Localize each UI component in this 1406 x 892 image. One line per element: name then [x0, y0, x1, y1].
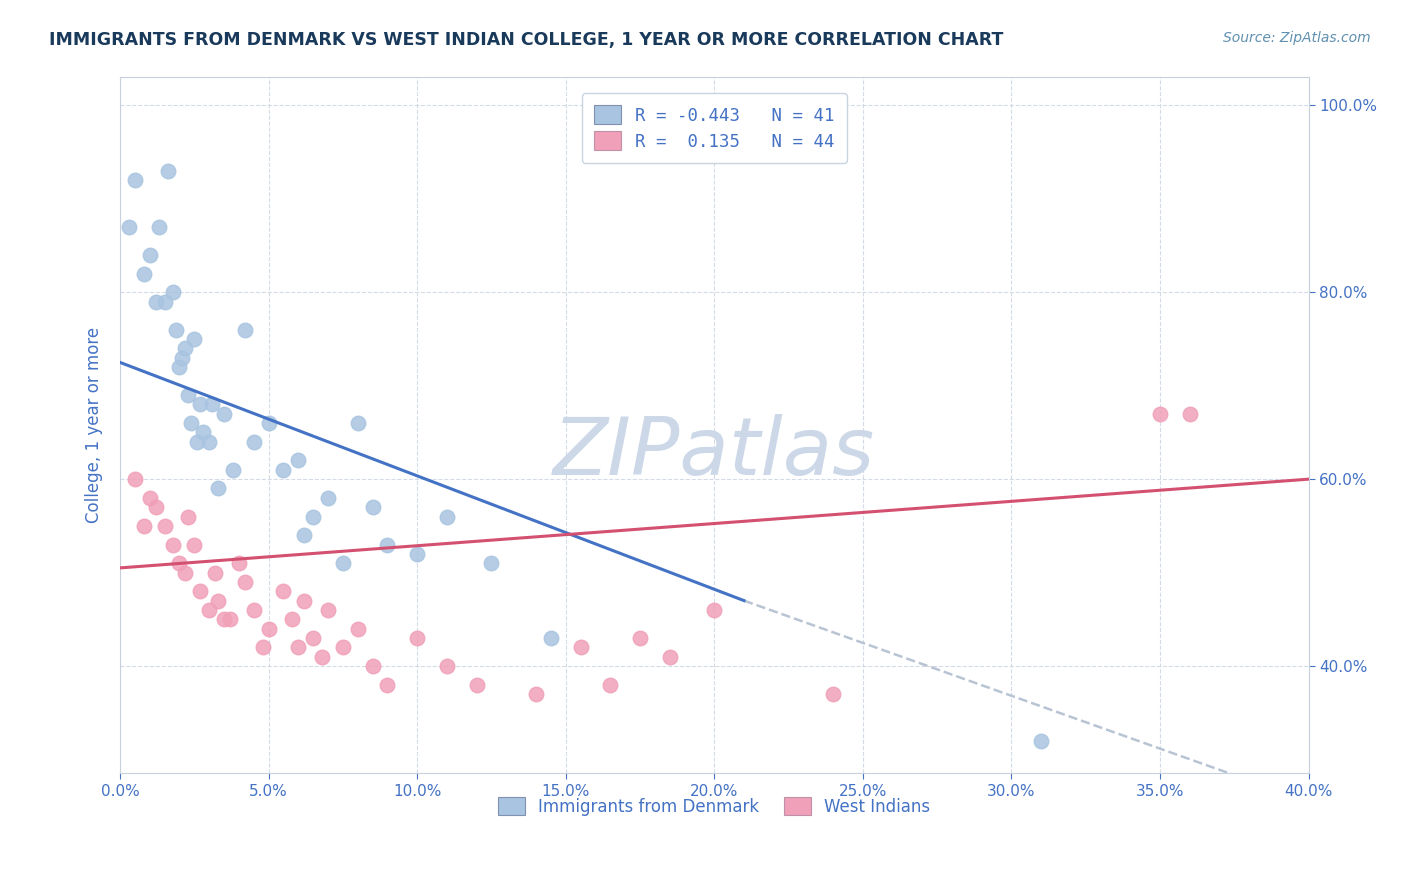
Point [658, 649, 681, 664]
Point [406, 631, 429, 645]
Point [162, 285, 184, 300]
Point [703, 603, 725, 617]
Point [1178, 407, 1201, 421]
Point [311, 649, 333, 664]
Point [201, 397, 224, 411]
Point [361, 659, 384, 673]
Point [183, 332, 205, 346]
Point [377, 678, 399, 692]
Point [228, 556, 250, 570]
Point [292, 528, 315, 542]
Point [332, 556, 354, 570]
Point [524, 687, 547, 701]
Point [599, 678, 621, 692]
Point [465, 678, 488, 692]
Point [302, 631, 325, 645]
Point [145, 500, 167, 515]
Point [302, 509, 325, 524]
Point [207, 593, 229, 607]
Point [148, 219, 170, 234]
Text: IMMIGRANTS FROM DENMARK VS WEST INDIAN COLLEGE, 1 YEAR OR MORE CORRELATION CHART: IMMIGRANTS FROM DENMARK VS WEST INDIAN C… [49, 31, 1004, 49]
Point [436, 509, 458, 524]
Point [174, 342, 197, 356]
Point [540, 631, 562, 645]
Point [124, 472, 146, 486]
Point [156, 164, 179, 178]
Point [188, 397, 211, 411]
Point [169, 359, 191, 374]
Point [222, 463, 245, 477]
Point [138, 248, 160, 262]
Point [361, 500, 384, 515]
Point [180, 416, 202, 430]
Point [628, 631, 651, 645]
Point [212, 407, 235, 421]
Point [177, 388, 200, 402]
Point [377, 537, 399, 551]
Point [287, 453, 309, 467]
Point [118, 219, 141, 234]
Point [823, 687, 845, 701]
Point [287, 640, 309, 655]
Point [273, 463, 295, 477]
Point [252, 640, 274, 655]
Point [316, 491, 339, 505]
Point [165, 323, 187, 337]
Point [479, 556, 502, 570]
Point [346, 416, 368, 430]
Text: Source: ZipAtlas.com: Source: ZipAtlas.com [1223, 31, 1371, 45]
Point [198, 603, 221, 617]
Point [198, 434, 221, 449]
Point [177, 509, 200, 524]
Point [346, 622, 368, 636]
Point [174, 566, 197, 580]
Point [242, 603, 264, 617]
Point [273, 584, 295, 599]
Point [242, 434, 264, 449]
Point [191, 425, 214, 440]
Point [153, 519, 176, 533]
Point [1149, 407, 1171, 421]
Point [138, 491, 160, 505]
Point [145, 294, 167, 309]
Point [162, 537, 184, 551]
Point [207, 482, 229, 496]
Point [436, 659, 458, 673]
Point [332, 640, 354, 655]
Point [569, 640, 592, 655]
Point [233, 574, 256, 589]
Point [172, 351, 194, 365]
Text: ZIPatlas: ZIPatlas [553, 414, 876, 492]
Point [257, 416, 280, 430]
Point [281, 612, 304, 626]
Point [1029, 733, 1052, 747]
Legend: Immigrants from Denmark, West Indians: Immigrants from Denmark, West Indians [489, 789, 939, 824]
Point [406, 547, 429, 561]
Point [188, 584, 211, 599]
Point [292, 593, 315, 607]
Point [233, 323, 256, 337]
Point [186, 434, 208, 449]
Point [183, 537, 205, 551]
Point [132, 267, 155, 281]
Point [212, 612, 235, 626]
Point [316, 603, 339, 617]
Point [257, 622, 280, 636]
Point [169, 556, 191, 570]
Point [153, 294, 176, 309]
Point [132, 519, 155, 533]
Point [124, 173, 146, 187]
Y-axis label: College, 1 year or more: College, 1 year or more [86, 327, 103, 524]
Point [219, 612, 242, 626]
Point [204, 566, 226, 580]
